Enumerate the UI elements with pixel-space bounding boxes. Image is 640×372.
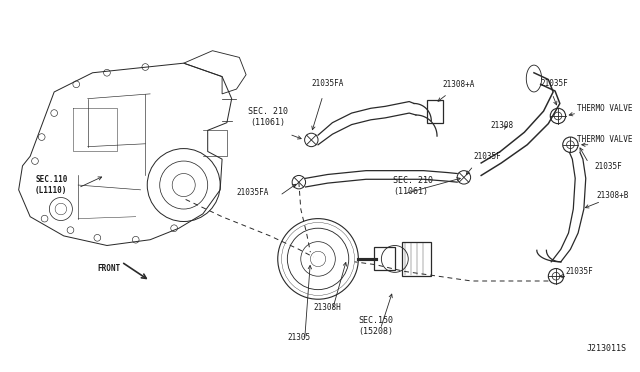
Bar: [428, 100, 443, 123]
Text: 21035F: 21035F: [541, 79, 568, 88]
Text: 21308H: 21308H: [314, 303, 342, 312]
Text: 21305: 21305: [287, 333, 310, 343]
Text: SEC.110
(L1110): SEC.110 (L1110): [35, 175, 67, 195]
Text: SEC. 210
(11061): SEC. 210 (11061): [248, 107, 288, 126]
Text: 21035FA: 21035FA: [312, 79, 344, 88]
Text: SEC.150
(15208): SEC.150 (15208): [358, 316, 393, 336]
Text: 21308: 21308: [491, 121, 514, 131]
Text: SEC. 210
(11061): SEC. 210 (11061): [393, 176, 433, 196]
Bar: [403, 242, 431, 276]
Text: 21308+A: 21308+A: [443, 80, 475, 89]
Text: 21308+B: 21308+B: [596, 190, 628, 199]
Text: J213011S: J213011S: [587, 344, 627, 353]
Text: 21035F: 21035F: [474, 152, 501, 161]
Text: THERMO VALVE: THERMO VALVE: [577, 135, 632, 144]
Text: FRONT: FRONT: [97, 264, 120, 273]
Text: THERMO VALVE: THERMO VALVE: [577, 104, 632, 113]
Text: 21035F: 21035F: [595, 162, 622, 171]
Text: 21035FA: 21035FA: [237, 187, 269, 197]
Text: 21035F: 21035F: [566, 267, 593, 276]
Bar: [374, 247, 395, 270]
